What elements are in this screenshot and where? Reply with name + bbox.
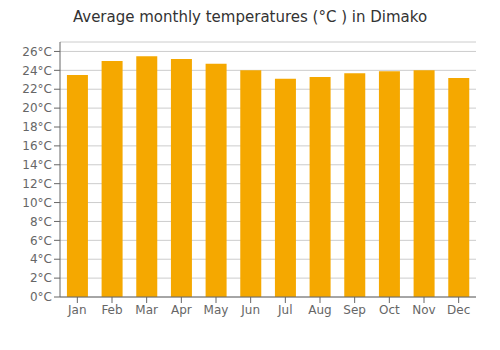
- svg-text:Apr: Apr: [171, 303, 192, 317]
- svg-text:Feb: Feb: [101, 303, 122, 317]
- svg-text:26°C: 26°C: [22, 45, 52, 59]
- svg-text:10°C: 10°C: [22, 196, 52, 210]
- svg-text:4°C: 4°C: [30, 252, 52, 266]
- svg-text:May: May: [204, 303, 229, 317]
- svg-text:12°C: 12°C: [22, 177, 52, 191]
- svg-text:Aug: Aug: [308, 303, 331, 317]
- svg-text:Mar: Mar: [135, 303, 158, 317]
- svg-text:20°C: 20°C: [22, 101, 52, 115]
- svg-text:16°C: 16°C: [22, 139, 52, 153]
- svg-text:8°C: 8°C: [30, 215, 52, 229]
- svg-text:Jul: Jul: [277, 303, 292, 317]
- svg-text:2°C: 2°C: [30, 271, 52, 285]
- svg-text:22°C: 22°C: [22, 82, 52, 96]
- svg-text:14°C: 14°C: [22, 158, 52, 172]
- svg-text:6°C: 6°C: [30, 234, 52, 248]
- html-text:Average monthly temperatures (: Average monthly temperatures (°C ) in Di…: [72, 8, 428, 26]
- svg-text:0°C: 0°C: [30, 290, 52, 304]
- svg-text:Sep: Sep: [343, 303, 366, 317]
- svg-text:Dec: Dec: [447, 303, 470, 317]
- svg-text:18°C: 18°C: [22, 120, 52, 134]
- svg-text:Oct: Oct: [379, 303, 400, 317]
- svg-text:Jan: Jan: [67, 303, 87, 317]
- svg-text:Jun: Jun: [240, 303, 260, 317]
- svg-text:Nov: Nov: [412, 303, 435, 317]
- svg-text:24°C: 24°C: [22, 64, 52, 78]
